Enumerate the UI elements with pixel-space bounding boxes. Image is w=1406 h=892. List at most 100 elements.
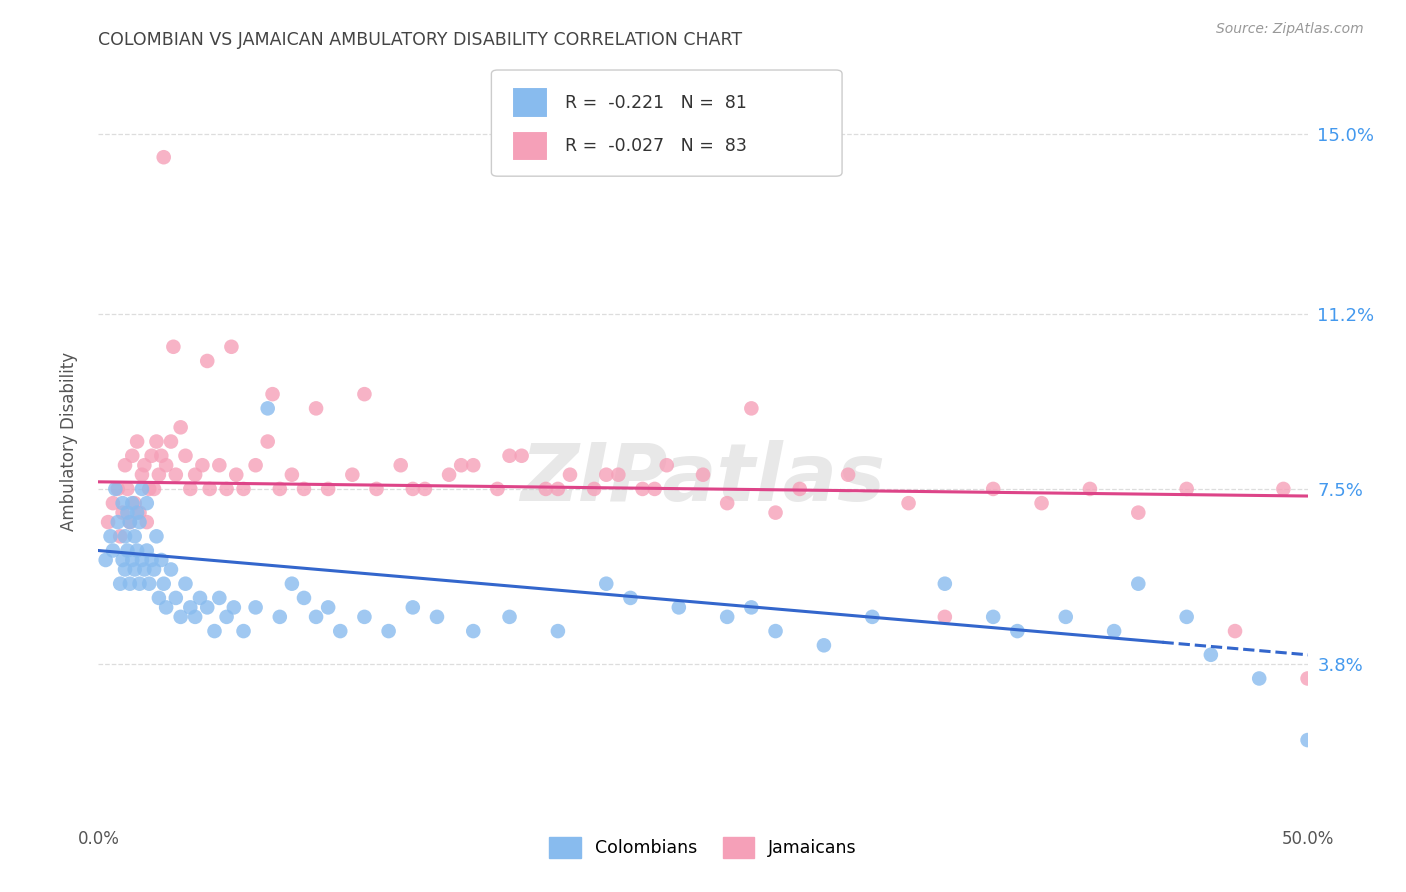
Point [174, 449, 197, 463]
Point [353, 610, 375, 624]
Point [644, 482, 666, 496]
Point [215, 482, 238, 496]
Point [215, 610, 238, 624]
Point [1175, 482, 1198, 496]
Text: Source: ZipAtlas.com: Source: ZipAtlas.com [1216, 22, 1364, 37]
Point [118, 576, 141, 591]
Point [534, 482, 557, 496]
Point [155, 600, 177, 615]
Point [281, 576, 304, 591]
Point [108, 576, 131, 591]
Point [292, 591, 315, 605]
Point [366, 482, 388, 496]
Point [208, 591, 231, 605]
Point [184, 467, 207, 482]
Point [131, 553, 153, 567]
Point [208, 458, 231, 473]
Point [631, 482, 654, 496]
Point [141, 553, 163, 567]
Point [101, 543, 124, 558]
Point [1249, 672, 1271, 686]
Point [160, 562, 183, 576]
Point [245, 458, 267, 473]
Point [118, 515, 141, 529]
Point [117, 506, 139, 520]
Point [232, 482, 254, 496]
Point [127, 543, 149, 558]
Point [128, 576, 150, 591]
Point [316, 482, 339, 496]
Point [450, 458, 472, 473]
Point [160, 434, 183, 449]
Point [1199, 648, 1222, 662]
Point [143, 482, 166, 496]
Point [1175, 610, 1198, 624]
Point [97, 515, 120, 529]
Text: ZIPatlas: ZIPatlas [520, 441, 886, 518]
Point [232, 624, 254, 639]
Point [114, 562, 136, 576]
Point [188, 591, 211, 605]
Point [111, 506, 134, 520]
Point [595, 576, 617, 591]
Point [269, 482, 291, 496]
Point [245, 600, 267, 615]
Point [179, 482, 201, 496]
Point [1078, 482, 1101, 496]
Point [1102, 624, 1125, 639]
Point [174, 576, 197, 591]
Point [138, 576, 160, 591]
Point [1007, 624, 1029, 639]
Point [131, 482, 153, 496]
Point [558, 467, 581, 482]
Point [145, 529, 167, 543]
Point [813, 638, 835, 652]
Point [437, 467, 460, 482]
Point [138, 482, 160, 496]
Point [262, 387, 284, 401]
Point [897, 496, 920, 510]
Point [426, 610, 449, 624]
Point [162, 340, 184, 354]
Point [402, 482, 425, 496]
Point [124, 562, 146, 576]
FancyBboxPatch shape [492, 70, 842, 177]
Point [837, 467, 859, 482]
Point [114, 529, 136, 543]
Point [195, 600, 218, 615]
Point [789, 482, 811, 496]
Point [104, 482, 127, 496]
Point [111, 496, 134, 510]
Point [124, 496, 146, 510]
Point [191, 458, 214, 473]
Legend: Colombians, Jamaicans: Colombians, Jamaicans [543, 830, 863, 865]
Point [281, 467, 304, 482]
Point [184, 610, 207, 624]
Point [934, 610, 956, 624]
Point [256, 401, 278, 416]
Point [169, 420, 191, 434]
Point [143, 562, 166, 576]
Point [463, 624, 485, 639]
Point [114, 458, 136, 473]
Point [463, 458, 485, 473]
Point [1272, 482, 1295, 496]
Point [498, 449, 520, 463]
Point [131, 467, 153, 482]
Point [107, 482, 129, 496]
Point [135, 543, 157, 558]
Point [305, 610, 328, 624]
Point [107, 515, 129, 529]
Point [1054, 610, 1077, 624]
Point [1031, 496, 1053, 510]
Point [152, 576, 174, 591]
Point [981, 610, 1004, 624]
Point [128, 515, 150, 529]
Point [198, 482, 221, 496]
Point [607, 467, 630, 482]
Y-axis label: Ambulatory Disability: Ambulatory Disability [59, 352, 77, 531]
Point [111, 553, 134, 567]
Point [148, 591, 170, 605]
Point [256, 434, 278, 449]
Text: R =  -0.027   N =  83: R = -0.027 N = 83 [565, 136, 747, 155]
